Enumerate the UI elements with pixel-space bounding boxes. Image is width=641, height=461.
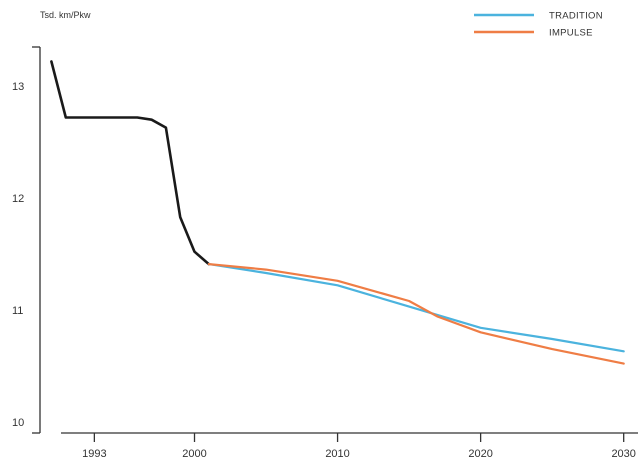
y-ticks: 10 11 12 13 xyxy=(12,81,24,429)
x-tick-label: 1993 xyxy=(82,448,106,460)
series-lines xyxy=(50,60,625,365)
x-tick-label: 2000 xyxy=(182,448,206,460)
series-line-impulse xyxy=(207,263,625,365)
legend-label-tradition: TRADITION xyxy=(549,11,603,22)
series-line-history xyxy=(50,60,211,266)
x-ticks: 1993 2000 2010 2020 2030 xyxy=(82,433,636,460)
x-tick-label: 2020 xyxy=(468,448,492,460)
y-tick-label: 12 xyxy=(12,193,24,205)
series-line-tradition xyxy=(207,263,625,353)
y-tick-label: 11 xyxy=(12,305,23,317)
legend: TRADITION IMPULSE xyxy=(474,11,603,39)
legend-label-impulse: IMPULSE xyxy=(549,28,593,39)
x-tick-label: 2030 xyxy=(611,448,635,460)
y-tick-label: 10 xyxy=(12,417,24,429)
y-axis-label: Tsd. km/Pkw xyxy=(40,10,91,20)
axes xyxy=(32,46,638,434)
y-tick-label: 13 xyxy=(12,81,24,93)
x-tick-label: 2010 xyxy=(325,448,349,460)
